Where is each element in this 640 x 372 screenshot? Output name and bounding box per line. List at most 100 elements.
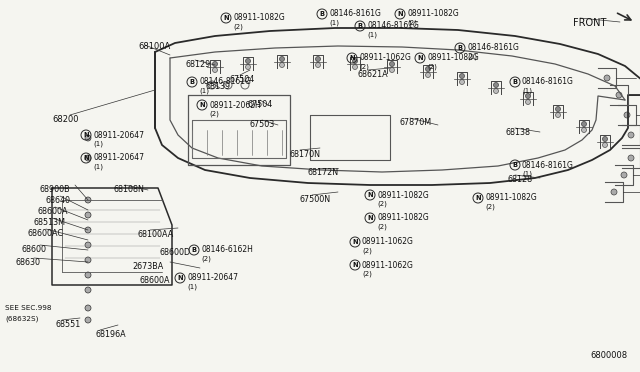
Text: 08146-8161G: 08146-8161G	[199, 77, 251, 87]
Text: 68600: 68600	[22, 245, 47, 254]
Text: N: N	[349, 55, 355, 61]
Text: (1): (1)	[522, 171, 532, 177]
Circle shape	[246, 58, 250, 64]
Circle shape	[611, 189, 617, 195]
Text: 08911-1062G: 08911-1062G	[362, 237, 414, 247]
Text: 08911-1062G: 08911-1062G	[362, 260, 414, 269]
Text: 68170N: 68170N	[290, 150, 321, 159]
Circle shape	[280, 57, 285, 61]
Text: 68129: 68129	[185, 60, 211, 69]
Circle shape	[628, 155, 634, 161]
Text: 68108N: 68108N	[113, 185, 144, 194]
Text: B: B	[513, 79, 518, 85]
Text: (2): (2)	[209, 111, 219, 117]
Text: 08911-2062H: 08911-2062H	[209, 100, 260, 109]
Text: 08911-1082G: 08911-1082G	[427, 54, 479, 62]
Text: 68172N: 68172N	[308, 168, 339, 177]
Text: N: N	[223, 15, 229, 21]
Text: (2): (2)	[359, 64, 369, 70]
Text: (1): (1)	[199, 88, 209, 94]
Circle shape	[582, 122, 586, 126]
Text: 08146-8161G: 08146-8161G	[367, 22, 419, 31]
Text: 68551: 68551	[56, 320, 81, 329]
Circle shape	[602, 137, 607, 141]
Circle shape	[460, 80, 465, 84]
Circle shape	[85, 305, 91, 311]
Text: 68100AA: 68100AA	[138, 230, 174, 239]
Text: (1): (1)	[329, 20, 339, 26]
Text: 67500N: 67500N	[300, 195, 331, 204]
Circle shape	[85, 317, 91, 323]
Text: (68632S): (68632S)	[5, 315, 38, 321]
Circle shape	[556, 106, 561, 112]
Circle shape	[628, 132, 634, 138]
Text: (2): (2)	[377, 224, 387, 230]
Text: N: N	[352, 262, 358, 268]
Text: N: N	[417, 55, 423, 61]
Circle shape	[316, 62, 321, 67]
Text: 68139: 68139	[205, 82, 230, 91]
Circle shape	[390, 61, 394, 67]
Text: 08146-8161G: 08146-8161G	[522, 77, 574, 87]
Text: N: N	[352, 239, 358, 245]
Circle shape	[604, 75, 610, 81]
Text: (2): (2)	[362, 271, 372, 277]
Text: 08911-1082G: 08911-1082G	[407, 10, 459, 19]
Text: 08911-1082G: 08911-1082G	[233, 13, 285, 22]
Circle shape	[390, 67, 394, 73]
Text: 67870M: 67870M	[400, 118, 432, 127]
Circle shape	[493, 83, 499, 87]
Text: (2): (2)	[427, 64, 437, 70]
Circle shape	[621, 172, 627, 178]
Circle shape	[460, 74, 465, 78]
Text: 68200: 68200	[52, 115, 79, 124]
Text: B: B	[189, 79, 195, 85]
Text: 08146-6162H: 08146-6162H	[201, 246, 253, 254]
Circle shape	[582, 128, 586, 132]
Text: N: N	[83, 155, 89, 161]
Circle shape	[525, 99, 531, 105]
Text: N: N	[367, 215, 373, 221]
Text: B: B	[458, 45, 463, 51]
Text: N: N	[199, 102, 205, 108]
Text: (2): (2)	[233, 24, 243, 30]
Circle shape	[212, 67, 218, 73]
Circle shape	[280, 62, 285, 67]
Text: (2): (2)	[362, 248, 372, 254]
Text: 67504: 67504	[248, 100, 273, 109]
Text: 6800008: 6800008	[590, 351, 627, 360]
Text: 68900B: 68900B	[40, 185, 70, 194]
Circle shape	[602, 142, 607, 148]
Text: N: N	[367, 192, 373, 198]
Text: 67504: 67504	[230, 75, 255, 84]
Circle shape	[493, 89, 499, 93]
Text: 08911-20647: 08911-20647	[93, 154, 144, 163]
Circle shape	[85, 242, 91, 248]
Text: (1): (1)	[187, 284, 197, 290]
Text: 08146-8161G: 08146-8161G	[522, 160, 574, 170]
Text: 68600D: 68600D	[160, 248, 191, 257]
Text: (1): (1)	[367, 32, 377, 38]
Text: 08146-8161G: 08146-8161G	[467, 44, 519, 52]
Text: B: B	[319, 11, 324, 17]
Text: N: N	[397, 11, 403, 17]
Text: 08911-1082G: 08911-1082G	[377, 190, 429, 199]
Text: N: N	[177, 275, 183, 281]
Circle shape	[316, 57, 321, 61]
Circle shape	[616, 92, 622, 98]
Circle shape	[556, 112, 561, 118]
Text: (2): (2)	[377, 201, 387, 207]
Circle shape	[212, 61, 218, 67]
Circle shape	[353, 64, 358, 70]
Text: 68196A: 68196A	[95, 330, 125, 339]
Text: B: B	[513, 162, 518, 168]
Text: 2673BA: 2673BA	[132, 262, 163, 271]
Circle shape	[85, 272, 91, 278]
Circle shape	[85, 155, 91, 161]
Circle shape	[85, 257, 91, 263]
Text: 68640: 68640	[46, 196, 71, 205]
Text: B: B	[358, 23, 362, 29]
Text: 67503: 67503	[250, 120, 275, 129]
Circle shape	[624, 112, 630, 118]
Text: 08911-20647: 08911-20647	[187, 273, 238, 282]
